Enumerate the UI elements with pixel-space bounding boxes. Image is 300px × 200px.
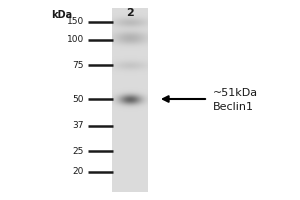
Text: 20: 20 — [73, 168, 84, 176]
Text: 37: 37 — [73, 121, 84, 130]
Text: 100: 100 — [67, 36, 84, 45]
Text: kDa: kDa — [51, 10, 72, 20]
Text: ~51kDa: ~51kDa — [213, 88, 258, 98]
Bar — [112, 8, 148, 192]
Text: 2: 2 — [126, 8, 134, 18]
Text: 50: 50 — [73, 95, 84, 104]
Text: 75: 75 — [73, 60, 84, 70]
Text: 150: 150 — [67, 18, 84, 26]
Text: Beclin1: Beclin1 — [213, 102, 254, 112]
Text: 25: 25 — [73, 146, 84, 156]
